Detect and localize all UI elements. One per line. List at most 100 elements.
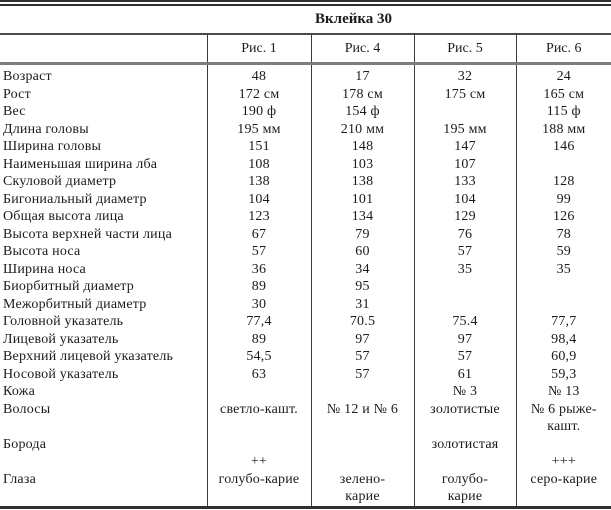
data-cell-fig1: 89	[206, 278, 311, 296]
data-cell-fig1: 48	[206, 63, 311, 86]
table-row: Общая высота лица 123 134 129 126	[0, 208, 611, 226]
table-row: Волосы светло-кашт. № 12 и № 6 золотисты…	[0, 400, 611, 436]
data-cell-fig4: 57	[310, 348, 414, 366]
row-label: Межорбитный диаметр	[3, 296, 147, 312]
data-cell-fig6: 99	[515, 190, 611, 208]
data-cell-fig5	[413, 453, 516, 471]
data-cell-fig4: 138	[310, 173, 414, 191]
table-row: Глаза голубо-карие зелено- карие голубо-…	[0, 470, 611, 507]
row-label: Возраст	[3, 69, 52, 84]
data-cell-fig4: 70.5	[310, 313, 414, 331]
row-label: Рост	[3, 86, 31, 102]
table-row: Верхний лицевой указатель 54,5 57 57 60,…	[0, 348, 611, 366]
table-row: Рост 172 см 178 см 175 см 165 см	[0, 85, 611, 103]
data-cell-fig4: 134	[310, 208, 414, 226]
data-cell-fig4: 17	[310, 63, 414, 86]
table-row: Лицевой указатель 89 97 97 98,4	[0, 330, 611, 348]
data-cell-fig5: 195 мм	[413, 120, 516, 138]
data-cell-fig4	[310, 435, 414, 453]
data-cell-fig5: 75.4	[413, 313, 516, 331]
table-row: Вес 190 ф 154 ф 115 ф	[0, 103, 611, 121]
row-label: Лицевой указатель	[3, 331, 119, 347]
data-cell-fig5: 104	[413, 190, 516, 208]
data-cell-fig4: 148	[310, 138, 414, 156]
data-cell-fig4	[310, 383, 414, 401]
data-cell-fig1: 123	[206, 208, 311, 226]
data-cell-fig5: 129	[413, 208, 516, 226]
table-row: Бигониальный диаметр 104 101 104 99	[0, 190, 611, 208]
data-cell-fig5: золотистые	[413, 400, 516, 436]
data-cell-fig5: голубо- карие	[413, 470, 516, 507]
table-body: Возраст 48 17 32 24 Рост 172 см 178 см 1…	[0, 63, 611, 507]
data-cell-fig6: 188 мм	[515, 120, 611, 138]
data-cell-fig4: 60	[310, 243, 414, 261]
data-cell-fig6: 98,4	[515, 330, 611, 348]
data-cell-fig6	[515, 295, 611, 313]
data-cell-fig4: № 12 и № 6	[310, 400, 414, 436]
table-row: ++ +++	[0, 453, 611, 471]
data-cell-fig6: 77,7	[515, 313, 611, 331]
data-cell-fig1: 30	[206, 295, 311, 313]
row-label: Вес	[3, 104, 26, 119]
data-cell-fig6: 59	[515, 243, 611, 261]
data-cell-fig5: 147	[413, 138, 516, 156]
column-header-fig4: Рис. 4	[310, 34, 414, 65]
table-row: Длина головы 195 мм 210 мм 195 мм 188 мм	[0, 120, 611, 138]
data-cell-fig1: 151	[206, 138, 311, 156]
data-cell-fig1: 89	[206, 330, 311, 348]
data-cell-fig6: № 6 рыже- кашт.	[515, 400, 611, 436]
data-cell-fig1	[206, 383, 311, 401]
data-cell-fig6: 128	[515, 173, 611, 191]
data-cell-fig6	[515, 278, 611, 296]
data-cell-fig5: 57	[413, 348, 516, 366]
data-cell-fig5: 57	[413, 243, 516, 261]
data-cell-fig6: +++	[515, 453, 611, 471]
data-cell-fig5: 35	[413, 260, 516, 278]
row-label: Скуловой диаметр	[3, 174, 117, 189]
data-cell-fig4: 31	[310, 295, 414, 313]
data-cell-fig5: 32	[413, 63, 516, 86]
table-row: Наименьшая ширина лба 108 103 107	[0, 155, 611, 173]
data-cell-fig1	[206, 435, 311, 453]
column-header-fig6: Рис. 6	[515, 34, 611, 65]
data-cell-fig1: 54,5	[206, 348, 311, 366]
table-row: Возраст 48 17 32 24	[0, 63, 611, 86]
data-cell-fig5: № 3	[413, 383, 516, 401]
data-cell-fig4: 210 мм	[310, 120, 414, 138]
data-cell-fig6: 35	[515, 260, 611, 278]
data-cell-fig1: 108	[206, 155, 311, 173]
table-row: Высота носа 57 60 57 59	[0, 243, 611, 261]
data-cell-fig5	[413, 295, 516, 313]
data-cell-fig5: 175 см	[413, 85, 516, 103]
data-cell-fig1: 104	[206, 190, 311, 208]
table-row: Головной указатель 77,4 70.5 75.4 77,7	[0, 313, 611, 331]
data-cell-fig1: 77,4	[206, 313, 311, 331]
data-cell-fig4: 154 ф	[310, 103, 414, 121]
row-label: Высота верхней части лица	[3, 226, 172, 242]
row-label: Общая высота лица	[3, 209, 124, 224]
data-cell-fig1: голубо-карие	[206, 470, 311, 507]
data-cell-fig5	[413, 103, 516, 121]
data-cell-fig4: 97	[310, 330, 414, 348]
title-row: Вклейка 30	[0, 3, 611, 35]
data-cell-fig4: 57	[310, 365, 414, 383]
data-cell-fig5: золотистая	[413, 435, 516, 453]
header-row: Рис. 1 Рис. 4 Рис. 5 Рис. 6	[0, 34, 611, 65]
data-cell-fig4: 103	[310, 155, 414, 173]
table-row: Биорбитный диаметр 89 95	[0, 278, 611, 296]
data-cell-fig6: 60,9	[515, 348, 611, 366]
row-label: Бигониальный диаметр	[3, 191, 147, 207]
row-label: Высота носа	[3, 244, 81, 259]
data-cell-fig4: 34	[310, 260, 414, 278]
data-cell-fig1: 172 см	[206, 85, 311, 103]
data-cell-fig6: 165 см	[515, 85, 611, 103]
data-cell-fig6: 146	[515, 138, 611, 156]
row-label: Борода	[3, 436, 47, 452]
data-cell-fig1: 138	[206, 173, 311, 191]
row-label: Кожа	[3, 384, 35, 399]
data-cell-fig5: 133	[413, 173, 516, 191]
data-cell-fig4: 178 см	[310, 85, 414, 103]
column-header-fig5: Рис. 5	[413, 34, 516, 65]
